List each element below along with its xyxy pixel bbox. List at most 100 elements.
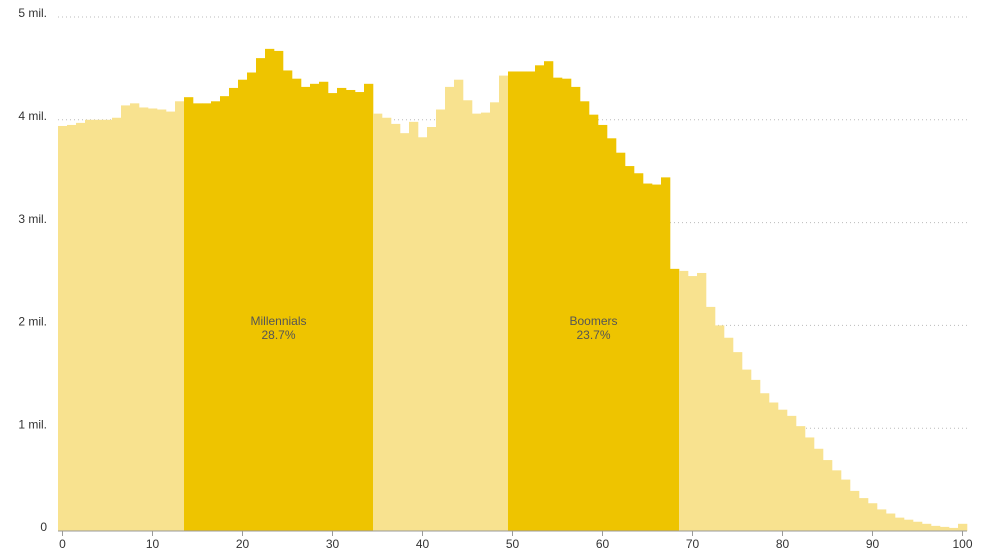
bar xyxy=(427,126,437,531)
x-tick-label: 60 xyxy=(596,537,610,551)
bar xyxy=(832,470,842,531)
bar xyxy=(562,78,572,532)
bar xyxy=(526,71,536,531)
bar xyxy=(508,71,518,531)
bar xyxy=(319,81,329,531)
bar xyxy=(607,138,617,531)
x-tick-label: 20 xyxy=(236,537,250,551)
bar xyxy=(886,513,896,531)
annotation-share: 28.7% xyxy=(261,328,295,342)
bar xyxy=(769,402,779,531)
bar xyxy=(904,519,914,531)
bar xyxy=(472,113,482,531)
bar xyxy=(931,525,941,531)
bar xyxy=(301,86,311,532)
bar xyxy=(697,272,707,531)
bar xyxy=(598,124,608,531)
bar xyxy=(310,83,320,531)
y-tick-label: 3 mil. xyxy=(18,212,47,226)
bar xyxy=(787,415,797,531)
bar xyxy=(130,103,140,532)
bar xyxy=(229,87,239,531)
bar xyxy=(868,503,878,531)
bar xyxy=(193,103,203,532)
bar xyxy=(283,70,293,532)
bar xyxy=(337,87,347,531)
bar xyxy=(454,79,464,531)
x-tick-label: 100 xyxy=(952,537,972,551)
x-tick-label: 30 xyxy=(326,537,340,551)
bar xyxy=(679,270,689,531)
bar xyxy=(103,119,113,532)
bar xyxy=(265,48,275,531)
bar xyxy=(715,325,725,531)
bar xyxy=(274,50,284,531)
x-tick-label: 80 xyxy=(776,537,790,551)
bar xyxy=(148,108,158,531)
bar xyxy=(94,119,104,532)
bar xyxy=(373,113,383,531)
bar xyxy=(589,114,599,531)
annotation-share: 23.7% xyxy=(576,328,610,342)
bar xyxy=(877,509,887,531)
annotation-name: Millennials xyxy=(250,314,306,328)
bar xyxy=(121,105,131,532)
bar xyxy=(175,101,185,532)
bar xyxy=(76,122,86,531)
bar xyxy=(580,101,590,532)
bar xyxy=(139,107,149,532)
y-tick-label: 1 mil. xyxy=(18,417,47,431)
bar xyxy=(643,183,653,531)
x-tick-label: 50 xyxy=(506,537,520,551)
y-tick-label: 4 mil. xyxy=(18,109,47,123)
bar xyxy=(922,523,932,531)
bar xyxy=(184,97,194,532)
bar xyxy=(364,83,374,531)
y-tick-label: 2 mil. xyxy=(18,315,47,329)
bar xyxy=(661,177,671,532)
bar xyxy=(220,96,230,531)
bar xyxy=(211,101,221,532)
bar xyxy=(634,173,644,532)
bar xyxy=(112,117,122,531)
bar xyxy=(625,166,635,531)
bar xyxy=(535,65,545,531)
bar xyxy=(391,123,401,532)
bar xyxy=(400,133,410,531)
bar xyxy=(157,109,167,532)
bar xyxy=(859,498,869,531)
bar xyxy=(895,517,905,531)
bar xyxy=(67,124,77,531)
bar xyxy=(778,409,788,531)
bar xyxy=(202,103,212,532)
bar xyxy=(553,77,563,531)
bar xyxy=(85,119,95,532)
bar xyxy=(409,121,419,531)
bar xyxy=(58,125,68,531)
x-tick-label: 40 xyxy=(416,537,430,551)
bar xyxy=(445,86,455,532)
bar xyxy=(940,526,950,531)
bar xyxy=(292,78,302,532)
bar xyxy=(571,86,581,532)
y-tick-label: 0 xyxy=(40,520,47,534)
bar xyxy=(328,93,338,532)
x-tick-label: 10 xyxy=(146,537,160,551)
annotation-name: Boomers xyxy=(569,314,617,328)
bar xyxy=(688,276,698,531)
bar xyxy=(247,72,257,532)
bar xyxy=(544,61,554,531)
bar xyxy=(823,460,833,531)
bar xyxy=(499,75,509,531)
bar xyxy=(949,527,959,531)
bar xyxy=(517,71,527,531)
bar xyxy=(706,306,716,531)
bar xyxy=(850,490,860,531)
bar xyxy=(256,58,266,532)
bar xyxy=(724,337,734,531)
y-tick-label: 5 mil. xyxy=(18,6,47,20)
bar xyxy=(490,102,500,531)
bar xyxy=(616,152,626,532)
bar xyxy=(166,111,176,532)
